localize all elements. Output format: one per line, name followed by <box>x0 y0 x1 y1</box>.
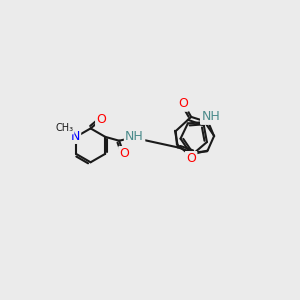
Text: O: O <box>120 147 130 160</box>
Text: O: O <box>186 152 196 165</box>
Text: O: O <box>97 113 106 126</box>
Text: O: O <box>178 97 188 110</box>
Text: NH: NH <box>125 130 144 143</box>
Text: O: O <box>178 97 188 110</box>
Text: CH₃: CH₃ <box>55 123 74 134</box>
Text: O: O <box>120 147 130 160</box>
Text: CH₃: CH₃ <box>55 123 74 134</box>
Text: NH: NH <box>201 110 220 123</box>
Text: N: N <box>70 130 80 142</box>
Text: N: N <box>70 130 80 142</box>
Text: NH: NH <box>125 130 144 143</box>
Text: O: O <box>186 152 196 165</box>
Text: NH: NH <box>201 110 220 123</box>
Text: O: O <box>97 113 106 126</box>
